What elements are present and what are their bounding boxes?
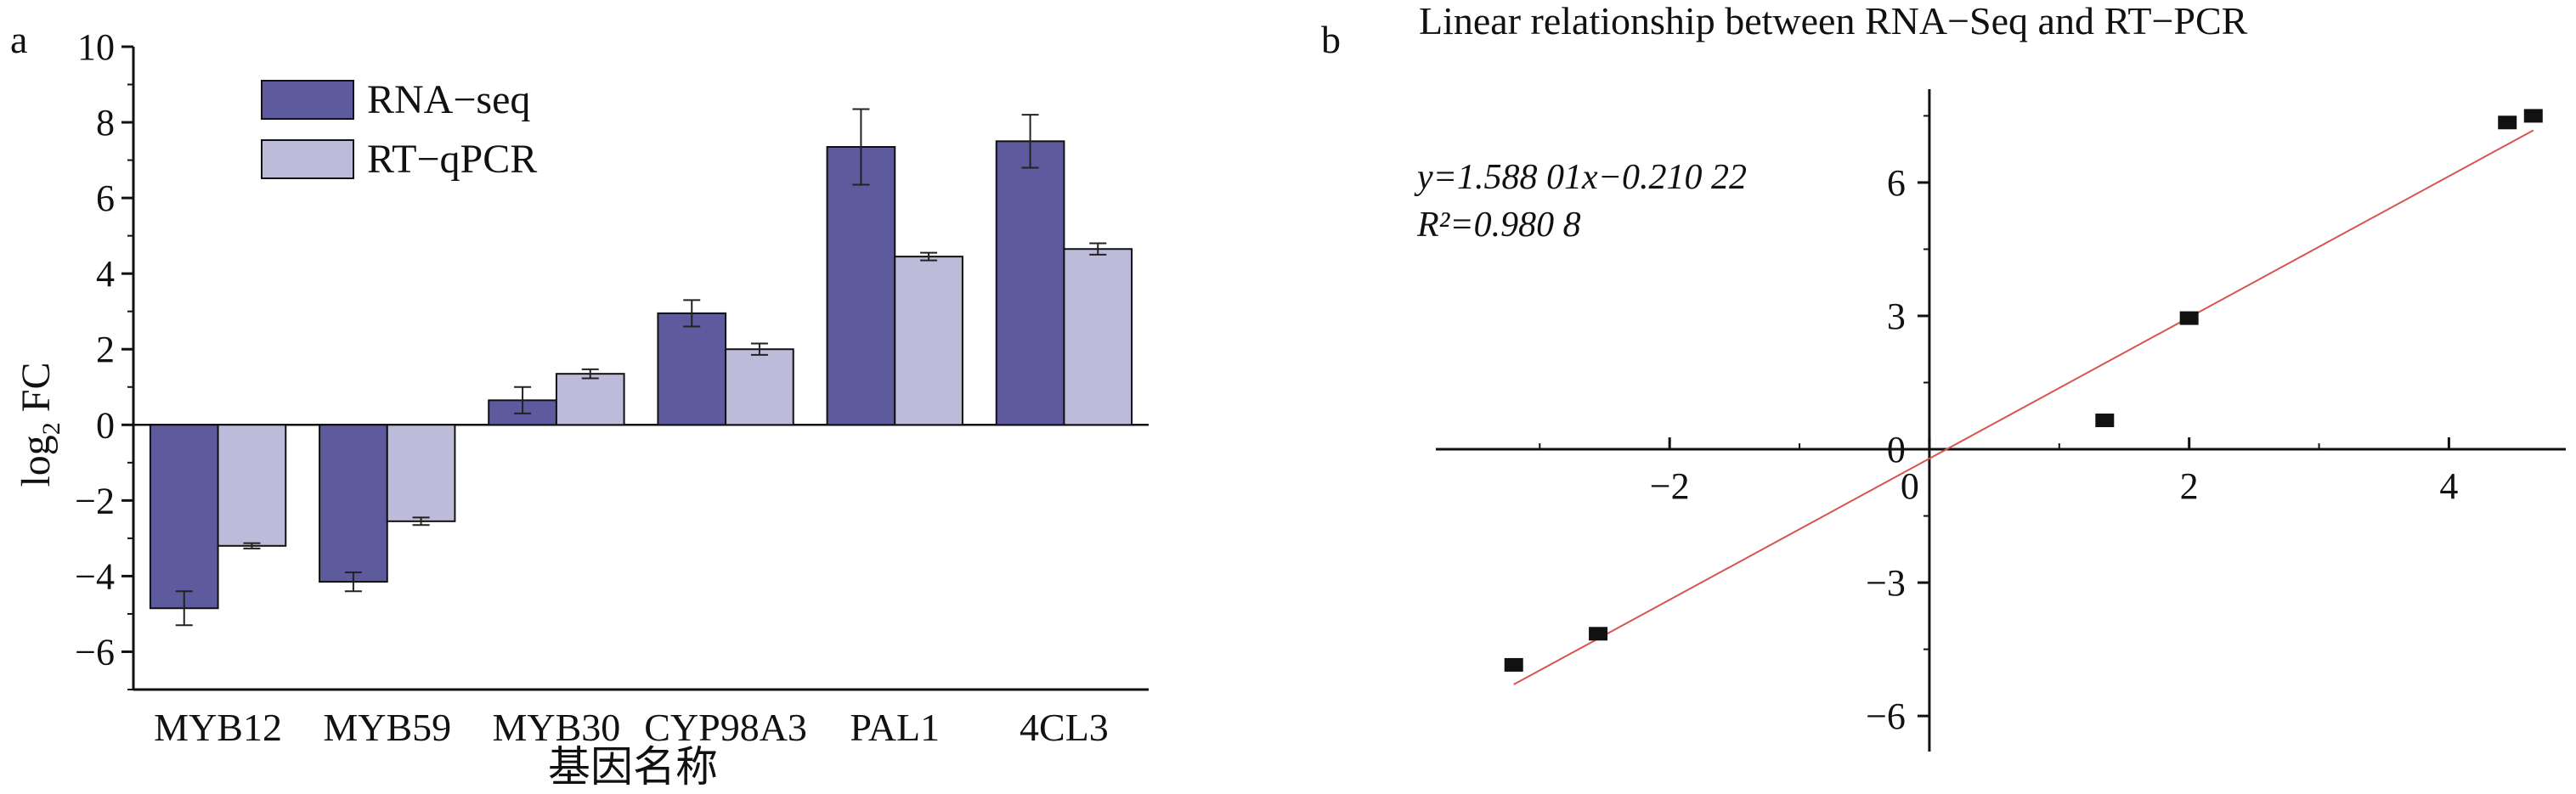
y-tick-label: 6: [96, 177, 115, 219]
ylabel-tail: FC: [14, 362, 59, 422]
bar: [894, 256, 963, 426]
y-tick-label: −4: [75, 555, 115, 597]
x-tick-label: CYP98A3: [644, 706, 807, 749]
bar: [725, 348, 794, 426]
data-point: [1589, 627, 1608, 641]
x-tick-label: PAL1: [850, 706, 940, 749]
data-point: [2498, 115, 2517, 130]
data-point: [1504, 657, 1523, 672]
bar: [657, 312, 727, 426]
bar: [319, 424, 388, 583]
y-tick-label: 0: [96, 404, 115, 446]
x-tick-label: MYB12: [154, 706, 282, 749]
y-tick-label: 8: [96, 102, 115, 144]
y-tick-label: 10: [77, 26, 115, 68]
bar: [217, 424, 287, 547]
ylabel-main: log: [14, 435, 59, 487]
panel-b-axes: [1436, 89, 2566, 752]
panel-a-bar-chart: a −6 −4 −2 0 2 4 6 8 10 MYB12 MYB59 MYB30 CYP98A3 PAL…: [10, 18, 1149, 791]
x-tick-label: −2: [1650, 465, 1690, 507]
panel-a-bars: [149, 140, 1133, 610]
data-point: [2095, 414, 2115, 427]
bar: [1063, 248, 1133, 426]
legend-swatch: [261, 80, 354, 120]
data-point: [2523, 109, 2543, 123]
y-tick-label: −6: [1866, 695, 1906, 737]
regression-equation: y=1.588 01x−0.210 22: [1414, 158, 1747, 197]
panel-a-x-axis-title: 基因名称: [548, 743, 718, 791]
y-tick-label: −6: [75, 631, 115, 673]
panel-a-label: a: [10, 18, 27, 61]
r-squared: R²=0.980 8: [1416, 206, 1581, 245]
y-tick-label: 4: [96, 253, 115, 295]
legend-label: RNA−seq: [367, 77, 530, 122]
bar: [149, 424, 219, 610]
legend-label: RT−qPCR: [367, 137, 537, 182]
x-tick-label: 4CL3: [1020, 706, 1109, 749]
x-tick-label: 2: [2180, 465, 2199, 507]
bar: [995, 140, 1065, 426]
legend-swatch: [261, 139, 354, 179]
y-tick-label: 0: [1887, 429, 1906, 470]
bar: [386, 424, 456, 522]
y-tick-label: 3: [1887, 296, 1906, 337]
bar: [555, 373, 625, 426]
panel-a-axes: [132, 47, 1149, 691]
panel-b-label: b: [1321, 18, 1341, 61]
panel-a-legend: RNA−seq RT−qPCR: [261, 77, 537, 182]
panel-b-title: Linear relationship between RNA−Seq and …: [1419, 0, 2248, 42]
panel-a-ticks: −6 −4 −2 0 2 4 6 8 10 MYB12 MYB59 MYB30 CYP98A3 PAL1 4…: [75, 26, 1109, 749]
y-tick-label: −2: [75, 480, 115, 521]
data-point: [2179, 311, 2199, 325]
y-tick-label: 6: [1887, 162, 1906, 204]
panel-b-fit-line: [1513, 129, 2534, 685]
ylabel-subscript: 2: [37, 422, 65, 435]
y-tick-label: 2: [96, 329, 115, 370]
x-tick-label: 0: [1901, 465, 1919, 507]
y-tick-label: −3: [1866, 562, 1906, 604]
x-tick-label: 4: [2439, 465, 2458, 507]
panel-b-points: [1504, 109, 2543, 672]
x-tick-label: MYB30: [493, 706, 621, 749]
panel-a-error-bars: [175, 108, 1107, 627]
fit-line: [1513, 129, 2534, 685]
x-tick-label: MYB59: [323, 706, 451, 749]
panel-b-ticks: −2 0 2 4 −6 −3 3 6 0: [1539, 115, 2458, 737]
panel-a-y-axis-title: log2 FC: [14, 362, 65, 487]
bar: [826, 146, 896, 426]
panel-b-scatter-plot: b Linear relationship between RNA−Seq an…: [1321, 0, 2566, 752]
